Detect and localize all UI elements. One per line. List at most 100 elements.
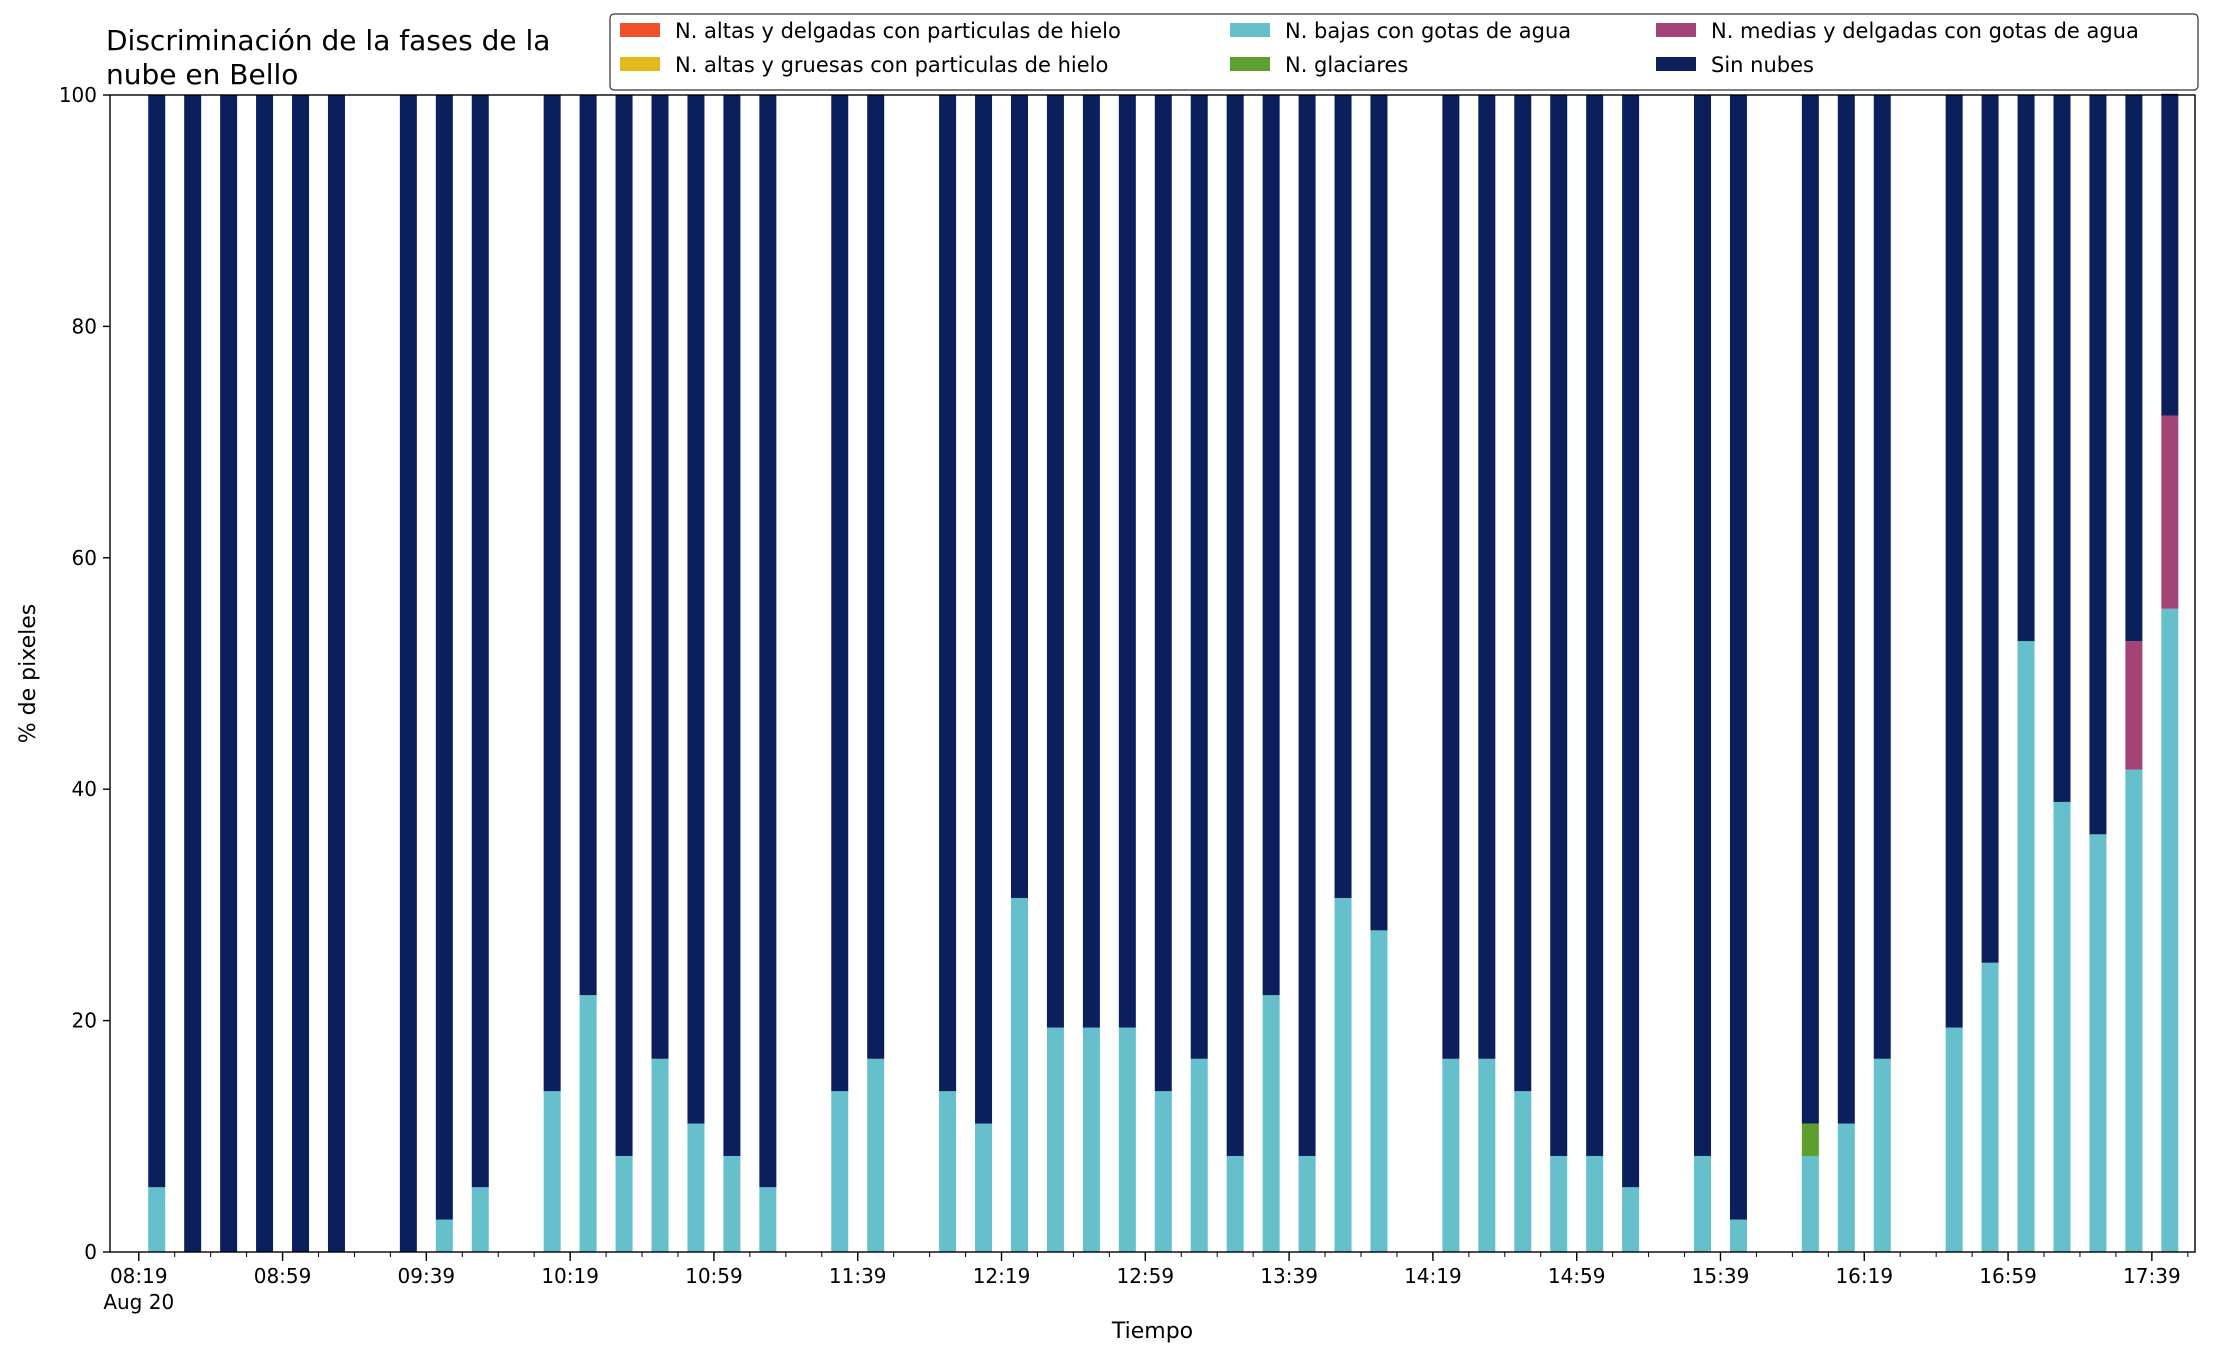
bar-segment-2-41	[1873, 1058, 1891, 1252]
x-tick-label-11: 15:39	[1692, 1264, 1750, 1288]
bar-segment-2-46	[2089, 834, 2107, 1252]
bar-segment-4-48	[2161, 415, 2179, 609]
bar-segment-5-9	[543, 95, 561, 1092]
x-tick-label-3: 10:19	[541, 1264, 599, 1288]
bar-segment-5-43	[1981, 95, 1999, 963]
bar-segment-5-32	[1478, 95, 1496, 1059]
legend-label-5: Sin nubes	[1711, 53, 1814, 77]
x-tick-label-8: 13:39	[1260, 1264, 1318, 1288]
bar-segment-5-1	[184, 95, 202, 1252]
bar-segment-5-37	[1694, 95, 1712, 1156]
legend-swatch-5	[1656, 57, 1696, 71]
y-tick-label-3: 60	[72, 546, 97, 570]
x-tick-label-0: 08:19	[110, 1264, 168, 1288]
x-tick-label-13: 16:59	[1979, 1264, 2037, 1288]
bar-segment-2-10	[579, 995, 597, 1252]
x-tick-label-12: 16:19	[1835, 1264, 1893, 1288]
bar-segment-5-7	[435, 95, 453, 1220]
bar-segment-5-28	[1298, 95, 1316, 1156]
bar-segment-5-41	[1873, 95, 1891, 1059]
bar-segment-5-46	[2089, 95, 2107, 835]
legend: N. altas y delgadas con particulas de hi…	[609, 13, 2199, 91]
bar-segment-2-7	[435, 1219, 453, 1252]
bar-segment-5-48	[2161, 93, 2179, 416]
x-tick-label-10: 14:59	[1548, 1264, 1606, 1288]
bar-series-group	[148, 93, 2179, 1252]
x-tick-label-2: 09:39	[398, 1264, 456, 1288]
bar-segment-2-32	[1478, 1058, 1496, 1252]
legend-label-3: N. glaciares	[1285, 53, 1408, 77]
bar-segment-2-9	[543, 1091, 561, 1252]
bar-segment-2-21	[1046, 1027, 1064, 1252]
chart-title: Discriminación de la fases de la nube en …	[106, 24, 550, 91]
bar-segment-2-20	[1010, 897, 1028, 1252]
bar-segment-2-30	[1370, 930, 1388, 1252]
x-axis: 08:19 08:59 09:39 10:19 10:59 11:39 12:19 12:59…	[103, 1252, 2189, 1314]
bar-segment-2-40	[1837, 1123, 1855, 1252]
x-tick-label-5: 11:39	[829, 1264, 887, 1288]
bar-segment-5-15	[759, 95, 777, 1188]
legend-swatch-1	[620, 57, 660, 71]
bar-segment-2-34	[1550, 1155, 1568, 1252]
bar-segment-2-11	[615, 1155, 633, 1252]
chart-title-text: Discriminación de la fases de la nube en …	[106, 24, 550, 91]
bar-segment-5-25	[1190, 95, 1208, 1059]
legend-label-4: N. medias y delgadas con gotas de agua	[1711, 19, 2139, 43]
bar-segment-5-17	[867, 95, 885, 1059]
y-tick-label-5: 100	[59, 83, 97, 107]
bar-segment-5-18	[939, 95, 957, 1092]
bar-segment-5-0	[148, 95, 166, 1188]
bar-segment-5-16	[831, 95, 849, 1092]
bar-segment-5-8	[471, 95, 489, 1188]
bar-segment-2-14	[723, 1155, 741, 1252]
bar-segment-5-13	[687, 95, 705, 1124]
legend-swatch-0	[620, 23, 660, 37]
y-axis-label: % de pixeles	[16, 604, 41, 743]
bar-segment-5-19	[975, 95, 993, 1124]
bar-segment-5-39	[1801, 95, 1819, 1124]
bar-segment-2-33	[1514, 1091, 1532, 1252]
bar-segment-2-24	[1154, 1091, 1172, 1252]
x-tick-label-1: 08:59	[254, 1264, 312, 1288]
y-tick-label-2: 40	[72, 777, 97, 801]
y-tick-label-1: 20	[72, 1009, 97, 1033]
bar-segment-5-26	[1226, 95, 1244, 1156]
bar-segment-2-38	[1729, 1219, 1747, 1252]
bar-segment-5-27	[1262, 95, 1280, 996]
bar-segment-2-23	[1118, 1027, 1136, 1252]
x-tick-label-7: 12:59	[1116, 1264, 1174, 1288]
bar-segment-2-28	[1298, 1155, 1316, 1252]
bar-segment-5-34	[1550, 95, 1568, 1156]
bar-segment-2-43	[1981, 962, 1999, 1252]
x-tick-label-6: 12:19	[973, 1264, 1031, 1288]
bar-segment-2-12	[651, 1058, 669, 1252]
bar-segment-5-12	[651, 95, 669, 1059]
bar-segment-5-38	[1729, 95, 1747, 1220]
bar-segment-5-22	[1082, 95, 1100, 1028]
bar-segment-2-13	[687, 1123, 705, 1252]
bar-segment-5-21	[1046, 95, 1064, 1028]
bar-segment-5-2	[220, 95, 238, 1252]
bar-segment-5-10	[579, 95, 597, 996]
legend-frame	[609, 13, 2199, 91]
x-axis-label: Tiempo	[1111, 1319, 1193, 1344]
bar-segment-5-4	[292, 95, 310, 1252]
bar-segment-5-24	[1154, 95, 1172, 1092]
legend-swatch-4	[1656, 23, 1696, 37]
bar-segment-2-35	[1586, 1155, 1604, 1252]
legend-swatch-3	[1230, 57, 1270, 71]
bar-segment-5-11	[615, 95, 633, 1156]
bar-segment-5-14	[723, 95, 741, 1156]
bar-segment-5-3	[256, 95, 274, 1252]
x-tick-label-14: 17:39	[2123, 1264, 2181, 1288]
x-tick-label-9: 14:19	[1404, 1264, 1462, 1288]
bar-segment-2-45	[2053, 801, 2071, 1252]
plot-frame	[109, 94, 2196, 1253]
bar-segment-2-48	[2161, 608, 2179, 1252]
legend-label-0: N. altas y delgadas con particulas de hi…	[675, 19, 1121, 43]
bar-segment-2-29	[1334, 897, 1352, 1252]
bar-segment-5-42	[1945, 95, 1963, 1028]
bar-segment-5-36	[1622, 95, 1640, 1188]
